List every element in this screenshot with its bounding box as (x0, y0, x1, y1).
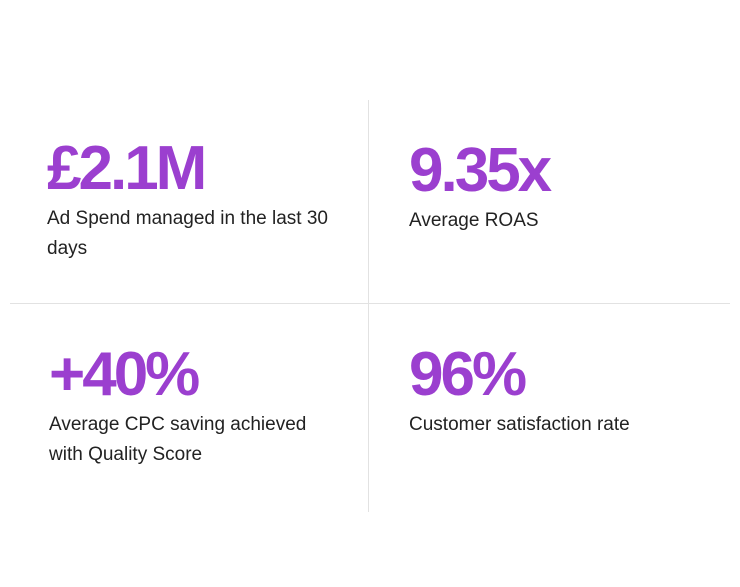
stat-value: +40% (49, 340, 200, 409)
stat-label: Customer satisfaction rate (409, 414, 630, 435)
stat-value: 96% (409, 340, 527, 409)
stat-ad-spend: £2.1M Ad Spend managed in the last 30 da… (47, 134, 347, 264)
stat-cpc-saving: +40% Average CPC saving achieved with Qu… (49, 340, 349, 470)
vertical-divider (368, 100, 369, 512)
stats-grid: £2.1M Ad Spend managed in the last 30 da… (10, 100, 730, 512)
stat-label: Average ROAS (409, 210, 539, 231)
stat-average-roas: 9.35x Average ROAS (409, 136, 709, 236)
stat-label: Average CPC saving achieved with Quality… (49, 414, 307, 465)
stat-value: 9.35x (409, 136, 552, 205)
stat-value: £2.1M (47, 134, 207, 203)
stat-label: Ad Spend managed in the last 30 days (47, 208, 328, 259)
horizontal-divider (10, 303, 730, 304)
stat-customer-satisfaction: 96% Customer satisfaction rate (409, 340, 709, 440)
